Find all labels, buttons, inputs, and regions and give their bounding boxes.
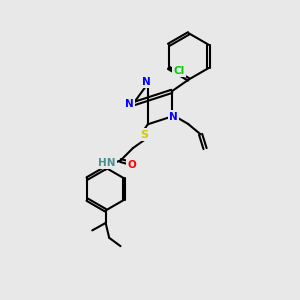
Text: N: N <box>142 77 151 87</box>
Text: HN: HN <box>98 158 116 168</box>
Text: S: S <box>140 130 148 140</box>
Text: N: N <box>169 112 178 122</box>
Text: O: O <box>128 160 136 170</box>
Text: N: N <box>125 99 134 109</box>
Text: Cl: Cl <box>173 66 184 76</box>
